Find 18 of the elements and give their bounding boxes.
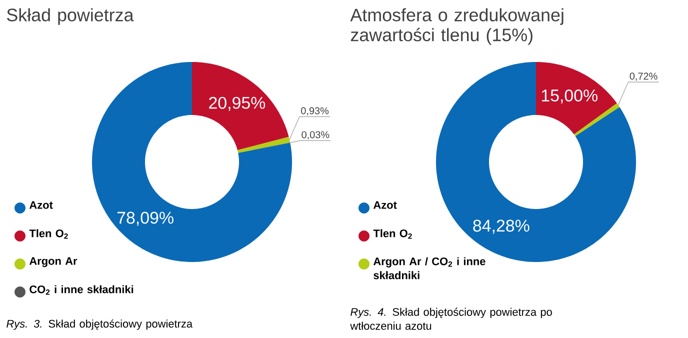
category-label: Argon Ar / CO$_{2}$ i inne składniki [373, 257, 486, 280]
data-label: 0,72% [630, 72, 658, 81]
chart-title: Skład powietrza [7, 8, 134, 25]
data-label: 84,28% [473, 220, 530, 234]
data-label: 0,03% [302, 131, 330, 140]
legend-label: Azot [373, 201, 397, 209]
legend-label: Tlen O$_{2}$ [373, 229, 412, 239]
legend-label: Tlen O$_{2}$ [29, 229, 68, 239]
data-label: 20,95% [209, 96, 266, 111]
data-label: 15,00% [542, 90, 598, 104]
legend-label: Azot [29, 201, 53, 209]
data-label: 0,93% [301, 107, 329, 116]
legend-label: CO$_{2}$ i inne składniki [30, 285, 134, 295]
text: Rys. 4. Skład objętościowy powietrza po wtłoczeniu azotu [350, 308, 552, 330]
text: Rys. 3. Skład objętościowy powietrza [6, 319, 193, 330]
chart-title: Atmosfera o zredukowanej zawartości tlenu (15%) [350, 8, 564, 45]
data-label: 78,09% [117, 212, 174, 226]
legend-label: Argon Ar [29, 257, 78, 268]
